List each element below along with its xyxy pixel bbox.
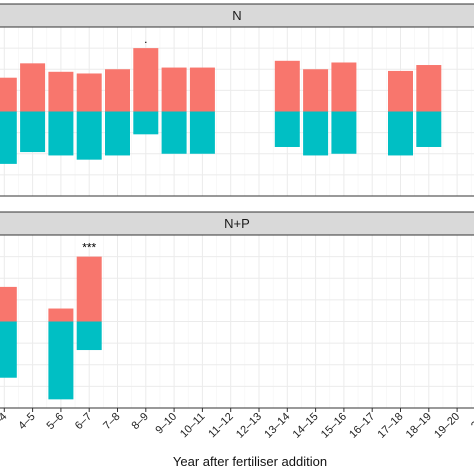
bar-negative-9–10	[161, 111, 187, 154]
x-tick-label: 13–14	[262, 411, 292, 441]
bar-positive-10–11	[189, 67, 215, 112]
x-tick-label: 10–11	[178, 411, 208, 441]
bar-positive-3–4	[0, 286, 17, 322]
bar-negative-14–15	[303, 111, 329, 156]
gridlines	[0, 235, 474, 408]
x-tick-label: 14–15	[291, 411, 321, 441]
x-tick-label: 11–12	[206, 411, 236, 441]
bar-negative-15–16	[331, 111, 357, 154]
x-tick-label: 19–20	[432, 411, 462, 441]
x-tick-label: 5–6	[45, 411, 66, 432]
x-tick-label: 12–13	[234, 411, 264, 441]
x-tick-label: 15–16	[319, 411, 349, 441]
bar-positive-6–7	[76, 256, 102, 322]
bar-positive-13–14	[274, 60, 300, 112]
x-tick-label: 3–4	[0, 411, 9, 432]
bar-negative-3–4	[0, 321, 17, 378]
bar-negative-7–8	[105, 111, 130, 156]
bar-positive-15–16	[331, 62, 357, 112]
panel-0: N.	[0, 3, 474, 197]
x-tick-label: 9–10	[153, 411, 179, 437]
x-axis-title: Year after fertiliser addition	[173, 454, 327, 469]
bar-positive-4–5	[20, 63, 46, 112]
bar-negative-6–7	[76, 111, 102, 160]
bar-negative-17–18	[388, 111, 413, 156]
bar-positive-7–8	[105, 69, 130, 112]
panel-1: N+P *****	[0, 211, 474, 409]
bars: *****	[0, 241, 102, 400]
bar-positive-9–10	[161, 67, 187, 112]
bar-negative-6–7	[76, 321, 102, 351]
bars: .	[0, 32, 442, 164]
x-tick-label: 20–	[469, 410, 474, 432]
panel-border	[0, 234, 474, 409]
bar-negative-5–6	[48, 111, 74, 156]
bar-positive-5–6	[48, 308, 74, 322]
significance-label: .	[144, 32, 147, 46]
bar-positive-6–7	[76, 73, 102, 112]
bar-negative-5–6	[48, 321, 74, 400]
bar-negative-18–19	[416, 111, 442, 147]
panel-strip-label: N+P	[224, 216, 250, 231]
bar-negative-8–9	[133, 111, 159, 135]
bar-negative-3–4	[0, 111, 17, 164]
significance-label: ***	[82, 241, 96, 255]
bar-positive-18–19	[416, 65, 442, 112]
bar-positive-17–18	[388, 70, 413, 112]
bar-positive-3–4	[0, 77, 17, 112]
x-tick-label: 7–8	[101, 411, 122, 432]
bar-negative-10–11	[189, 111, 215, 154]
x-tick-label: 8–9	[129, 411, 150, 432]
panel-strip-label: N	[232, 8, 241, 23]
bar-positive-14–15	[303, 69, 329, 112]
x-tick-label: 17–18	[376, 411, 406, 441]
x-tick-label: 18–19	[404, 411, 434, 441]
bar-negative-4–5	[20, 111, 46, 153]
x-tick-label: 4–5	[16, 411, 37, 432]
bar-negative-13–14	[274, 111, 300, 147]
bar-positive-5–6	[48, 71, 74, 112]
x-tick-label: 16–17	[347, 411, 377, 441]
bar-positive-8–9	[133, 48, 159, 112]
x-tick-label: 6–7	[73, 411, 94, 432]
panel-border	[0, 26, 474, 197]
